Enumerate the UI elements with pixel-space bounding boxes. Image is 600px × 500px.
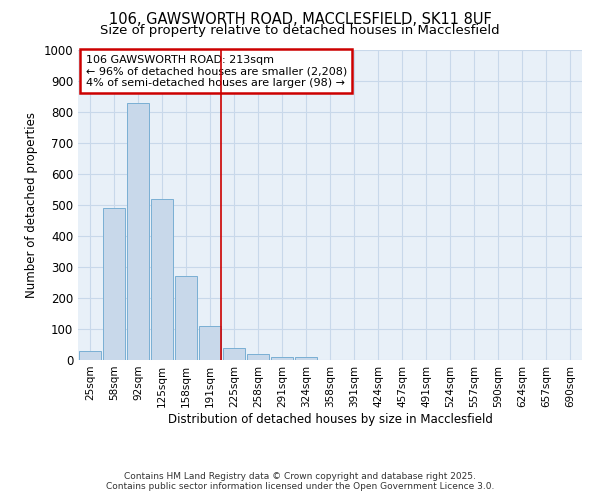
- X-axis label: Distribution of detached houses by size in Macclesfield: Distribution of detached houses by size …: [167, 412, 493, 426]
- Text: 106 GAWSWORTH ROAD: 213sqm
← 96% of detached houses are smaller (2,208)
4% of se: 106 GAWSWORTH ROAD: 213sqm ← 96% of deta…: [86, 54, 347, 88]
- Bar: [247, 354, 269, 360]
- Text: Size of property relative to detached houses in Macclesfield: Size of property relative to detached ho…: [100, 24, 500, 37]
- Bar: [103, 208, 125, 360]
- Bar: [199, 326, 221, 360]
- Bar: [151, 199, 173, 360]
- Text: Contains HM Land Registry data © Crown copyright and database right 2025.
Contai: Contains HM Land Registry data © Crown c…: [106, 472, 494, 491]
- Bar: [271, 357, 293, 360]
- Bar: [79, 350, 101, 360]
- Bar: [127, 102, 149, 360]
- Y-axis label: Number of detached properties: Number of detached properties: [25, 112, 38, 298]
- Bar: [175, 276, 197, 360]
- Text: 106, GAWSWORTH ROAD, MACCLESFIELD, SK11 8UF: 106, GAWSWORTH ROAD, MACCLESFIELD, SK11 …: [109, 12, 491, 28]
- Bar: [295, 357, 317, 360]
- Bar: [223, 348, 245, 360]
